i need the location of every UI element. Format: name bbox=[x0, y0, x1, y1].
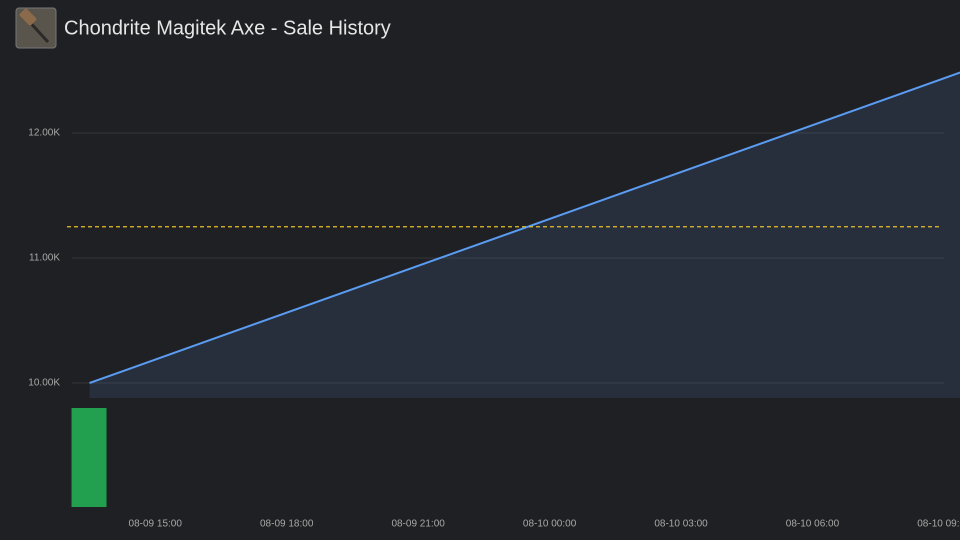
volume-bar bbox=[71, 408, 107, 507]
price-line bbox=[89, 71, 960, 384]
x-tick-label: 08-09 18:00 bbox=[260, 519, 314, 530]
y-tick-label: 12.00K bbox=[28, 128, 60, 139]
item-icon bbox=[15, 7, 57, 49]
x-tick-label: 08-09 15:00 bbox=[129, 519, 183, 530]
chart-title: Chondrite Magitek Axe - Sale History bbox=[64, 17, 391, 39]
x-tick-label: 08-10 03:00 bbox=[654, 519, 708, 530]
x-tick-label: 08-10 06:00 bbox=[786, 519, 840, 530]
y-tick-label: 11.00K bbox=[29, 253, 60, 264]
x-tick-label: 08-10 00:00 bbox=[523, 519, 577, 530]
x-tick-label: 08-09 21:00 bbox=[391, 519, 445, 530]
y-tick-label: 10.00K bbox=[28, 378, 60, 389]
x-tick-label: 08-10 09:00 bbox=[917, 519, 960, 530]
price-area bbox=[89, 72, 960, 398]
